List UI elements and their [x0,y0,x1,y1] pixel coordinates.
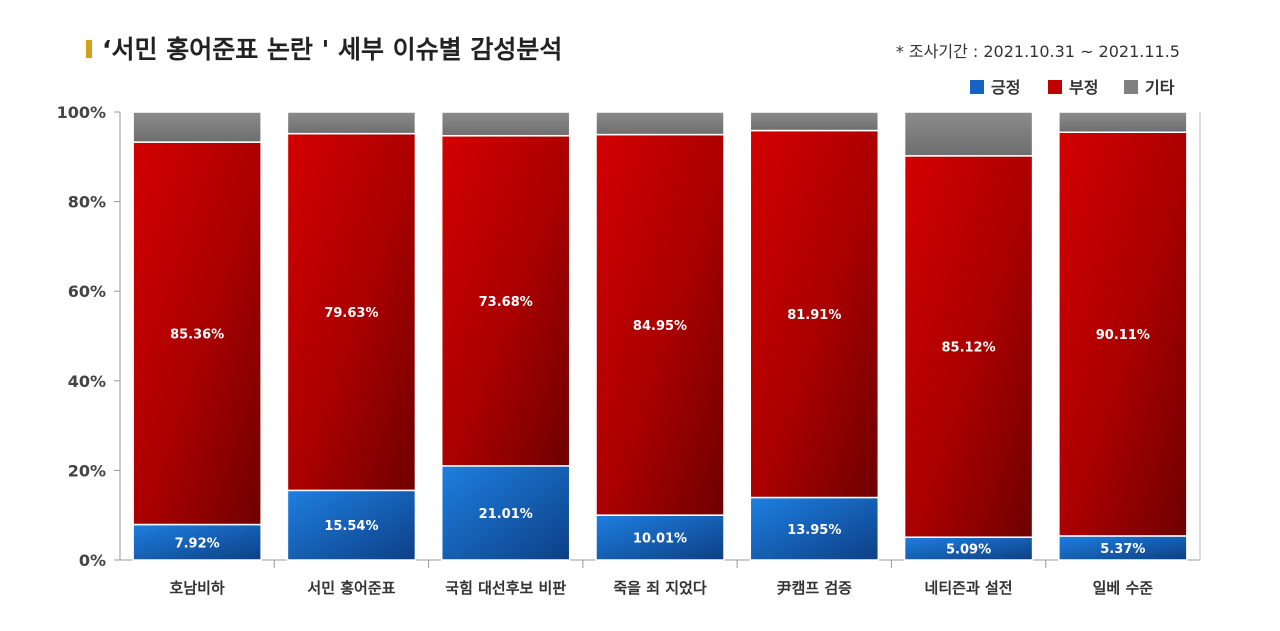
data-label: 81.91% [787,308,841,323]
positive-segment [286,489,417,561]
chart-title: ‘서민 홍어준표 논란 ' 세부 이슈별 감성분석 [102,35,563,64]
data-label: 73.68% [479,295,533,310]
bar-group: 21.01% 73.68% 국힘 대선후보 비판 [440,111,571,597]
legend-swatch [1048,80,1062,94]
positive-segment [440,465,571,561]
bars: 7.92% 85.36% 호남비하 15.54% 79.63% 서민 홍어준표 21.01%… [132,111,1188,597]
bar-group: 7.92% 85.36% 호남비하 [132,111,262,597]
data-label: 21.01% [479,507,533,522]
data-label: 7.92% [175,536,220,551]
data-label: 85.12% [941,341,995,356]
negative-segment [1058,131,1188,537]
data-label: 5.37% [1100,542,1145,557]
x-tick-label: 죽을 죄 지었다 [613,579,706,597]
y-tick-label: 40% [68,372,106,391]
data-label: 13.95% [787,523,841,538]
other-segment [440,111,571,137]
negative-segment [132,141,262,526]
positive-segment [749,496,880,561]
y-tick-label: 80% [68,193,106,212]
legend: 긍정 부정 기타 [970,78,1175,97]
legend-label: 부정 [1069,78,1098,97]
negative-segment [903,155,1034,538]
positive-segment [132,523,262,561]
legend-label: 기타 [1145,78,1175,97]
x-tick-label: 일베 수준 [1093,579,1154,597]
negative-segment [440,135,571,467]
other-segment [1058,111,1188,133]
legend-swatch [1124,80,1138,94]
bar-group: 10.01% 84.95% 죽을 죄 지었다 [595,111,725,597]
data-label: 79.63% [324,306,378,321]
survey-period: * 조사기간 : 2021.10.31 ~ 2021.11.5 [895,42,1180,61]
bar-group: 15.54% 79.63% 서민 홍어준표 [286,111,417,597]
x-tick-label: 尹캠프 검증 [777,579,853,597]
negative-segment [595,133,725,516]
y-tick-label: 60% [68,282,106,301]
legend-swatch [970,80,984,94]
positive-segment [595,514,725,561]
other-segment [749,111,880,132]
other-segment [903,111,1034,157]
data-label: 84.95% [633,319,687,334]
other-segment [595,111,725,136]
x-tick-label: 서민 홍어준표 [307,579,395,597]
bar-group: 5.09% 85.12% 네티즌과 설전 [903,111,1034,597]
y-tick-label: 100% [57,103,106,122]
other-segment [132,111,262,143]
x-tick-label: 네티즌과 설전 [925,579,1013,597]
data-label: 85.36% [170,327,224,342]
bar-group: 13.95% 81.91% 尹캠프 검증 [749,111,880,597]
x-tick-label: 국힘 대선후보 비판 [445,579,566,597]
data-label: 15.54% [324,519,378,534]
positive-segment [1058,535,1188,561]
y-tick-label: 0% [79,551,106,570]
data-label: 90.11% [1096,328,1150,343]
other-segment [286,111,417,135]
data-label: 5.09% [946,543,991,558]
bar-group: 5.37% 90.11% 일베 수준 [1058,111,1188,597]
legend-label: 긍정 [991,78,1020,97]
negative-segment [749,129,880,499]
data-label: 10.01% [633,532,687,547]
x-tick-label: 호남비하 [170,579,225,597]
y-tick-label: 20% [68,461,106,480]
title-marker [86,40,92,58]
